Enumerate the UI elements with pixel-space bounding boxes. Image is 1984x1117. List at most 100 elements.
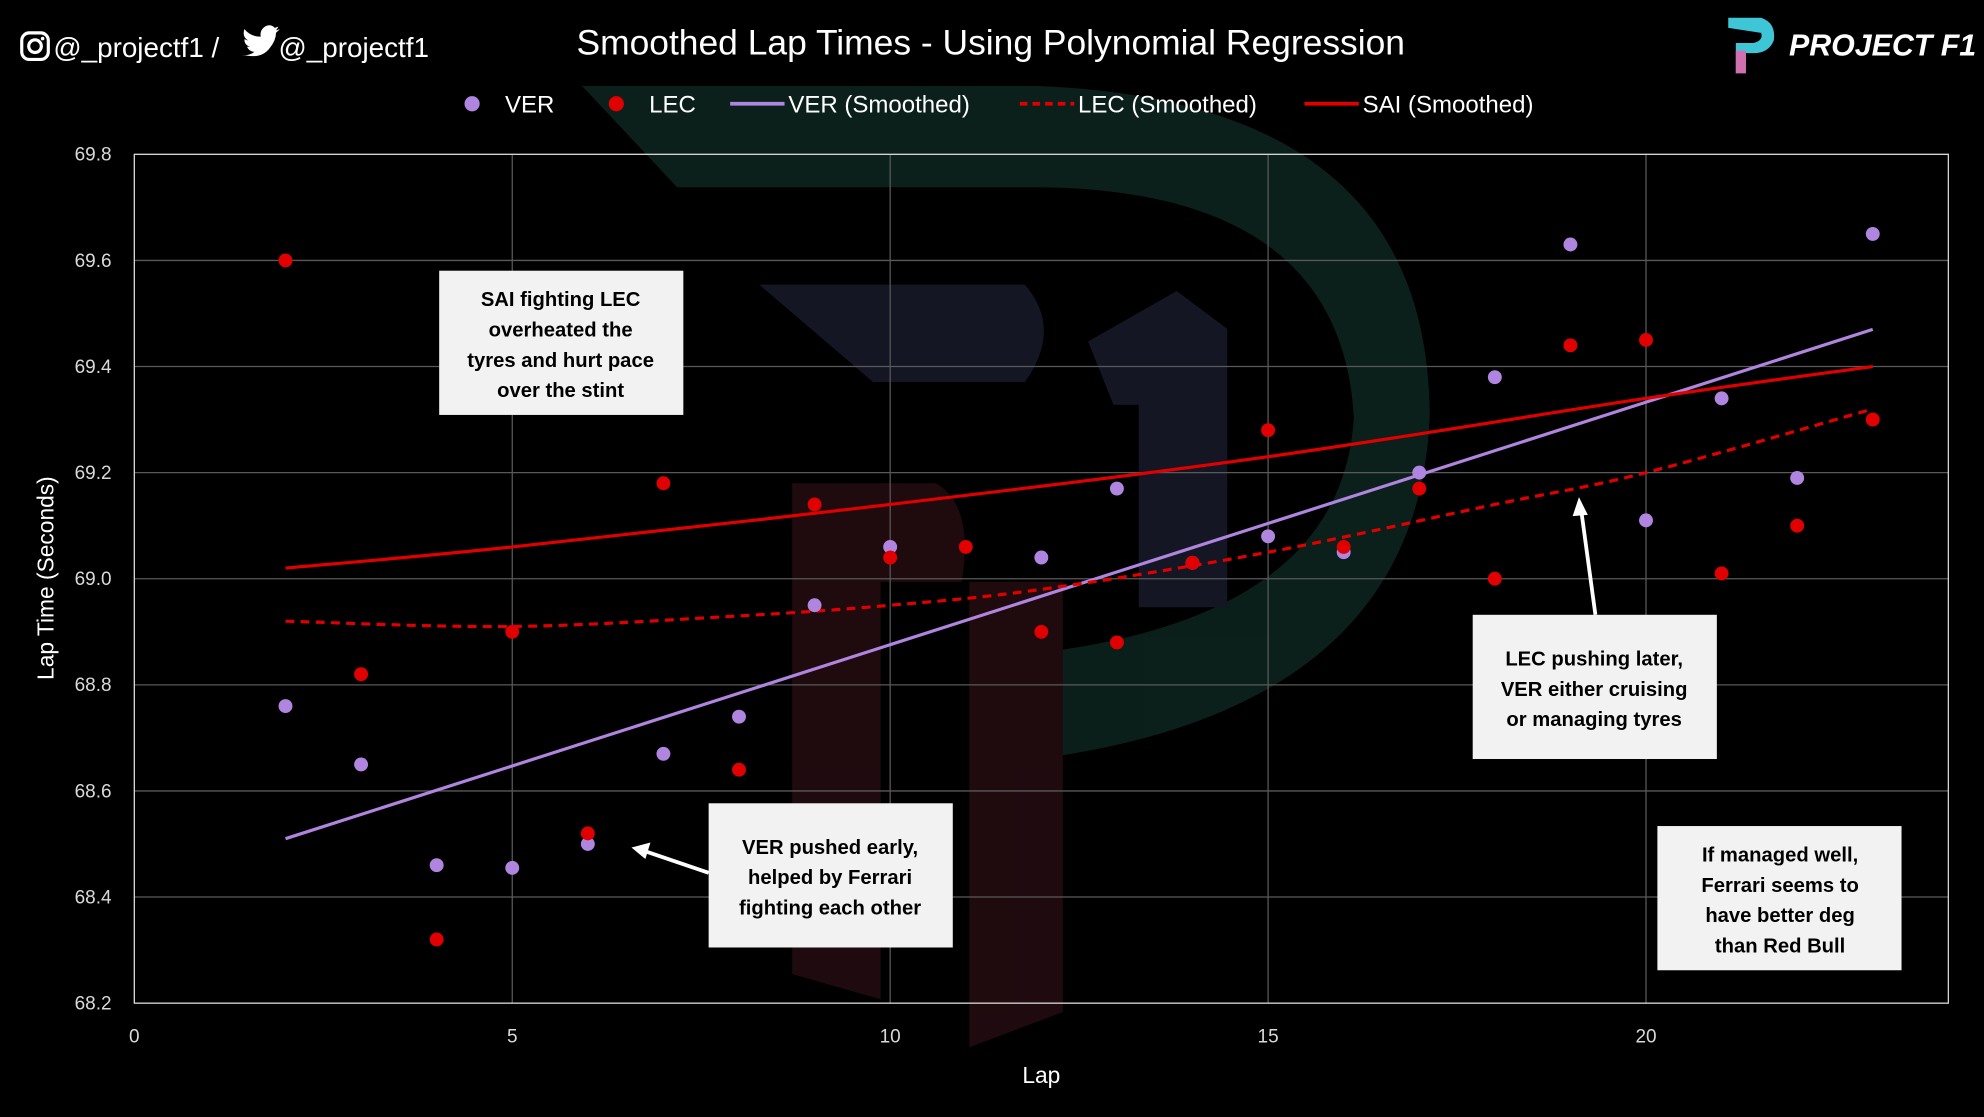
legend-label-ver: VER [505,92,554,119]
data-point-ver [354,757,369,772]
legend-marker-lec [608,96,624,112]
legend-label-lec-smoothed: LEC (Smoothed) [1078,92,1257,119]
annotation-line: tyres and hurt pace [467,350,654,372]
legend: VER LEC VER (Smoothed) LEC (Smoothed) SA… [464,92,1534,119]
data-point-lec [1412,481,1427,496]
data-point-ver [505,860,520,875]
annotation-lec: LEC pushing later, VER either cruising or … [1472,497,1717,760]
data-point-ver [883,539,898,554]
data-point-lec [354,667,369,682]
data-point-lec [958,539,973,554]
y-tick-label: 69.2 [75,463,112,484]
annotation-ver: VER pushed early, helped by Ferrari fighti… [631,803,953,948]
data-point-lec [429,932,444,947]
data-point-lec [1714,566,1729,581]
data-point-lec [1865,412,1880,427]
x-tick-label: 10 [880,1026,901,1047]
annotation-ferrari: If managed well, Ferrari seems to have bet… [1657,826,1902,971]
data-point-ver [429,858,444,873]
annotation-line: than Red Bull [1715,936,1845,958]
social-handle: @_projectf1 / [53,32,219,63]
twitter-icon [241,25,280,57]
data-point-lec [807,497,822,512]
data-point-lec [278,253,293,268]
annotation-line: or managing tyres [1506,709,1681,731]
x-tick-label: 5 [507,1026,518,1047]
annotation-line: over the stint [497,380,624,402]
annotation-line: VER pushed early, [742,837,918,859]
annotation-line: fighting each other [739,898,921,920]
legend-label-ver-smoothed: VER (Smoothed) [788,92,970,119]
data-point-lec [732,762,746,777]
data-point-ver [1261,529,1276,544]
data-point-lec [1034,624,1049,639]
data-point-ver [1487,370,1502,385]
data-point-lec [580,826,595,841]
annotation-line: If managed well, [1702,844,1858,866]
data-point-ver [1563,237,1578,252]
x-tick-label: 0 [129,1026,140,1047]
y-tick-label: 68.4 [75,887,112,908]
data-point-lec [1487,571,1502,586]
svg-text:If managed well,Ferrari seems: If managed well, Ferrari seems to have bet… [1701,844,1858,957]
data-point-ver [1109,481,1124,496]
arrow-icon [1579,512,1598,616]
data-point-ver [732,709,746,724]
data-point-ver [1790,470,1805,485]
data-point-ver [278,699,293,714]
x-tick-label: 15 [1258,1026,1279,1047]
y-tick-label: 69.8 [75,145,112,166]
chart-title: Smoothed Lap Times - Using Polynomial Re… [576,22,1405,62]
data-point-lec [1336,539,1351,554]
data-point-ver [1714,391,1729,406]
data-point-ver [1412,465,1427,480]
legend-label-lec: LEC [649,92,696,119]
series-line-sai-smoothed [285,364,1873,570]
annotation-line: SAI fighting LEC [481,289,641,311]
data-point-lec [1109,635,1124,650]
x-axis-label: Lap [1022,1062,1060,1088]
x-tick-label: 20 [1635,1026,1656,1047]
y-tick-label: 69.0 [75,569,112,590]
data-point-ver [807,598,822,613]
arrow-icon [644,849,710,875]
data-point-ver [1034,550,1049,565]
annotation-line: VER either cruising [1501,679,1688,701]
data-point-lec [1563,338,1578,353]
y-tick-label: 68.2 [75,993,112,1014]
arrowhead-icon [631,842,651,859]
annotation-line: helped by Ferrari [748,867,912,889]
arrowhead-icon [1572,497,1588,517]
annotation-line: LEC pushing later, [1505,648,1683,670]
data-point-lec [1639,333,1653,347]
instagram-icon [20,31,50,62]
social-handle-twitter: @_projectf1 [279,32,429,63]
annotation-line: Ferrari seems to [1701,875,1858,897]
project-f1-logo [1728,17,1775,74]
plot-area [133,153,1949,1004]
data-point-lec [505,624,520,639]
data-point-lec [1261,423,1276,438]
legend-marker-ver [464,96,480,112]
brand-name: PROJECT F1 [1789,30,1976,63]
annotation-line: have better deg [1705,905,1855,927]
data-point-lec [883,550,898,565]
legend-label-sai-smoothed: SAI (Smoothed) [1363,92,1534,119]
y-tick-label: 68.8 [75,675,112,696]
data-point-ver [580,837,595,851]
y-axis-label: Lap Time (Seconds) [32,476,58,680]
data-point-lec [1185,555,1200,570]
y-tick-label: 69.6 [75,251,112,272]
annotation-line: overheated the [489,319,633,341]
data-point-ver [1865,226,1880,241]
data-point-lec [1790,518,1805,533]
data-point-lec [656,476,671,491]
y-tick-label: 69.4 [75,357,112,378]
svg-text:VER pushed early,helped by Fer: VER pushed early, helped by Ferrari fighti… [739,837,921,920]
svg-text:LEC pushing later,VER either c: LEC pushing later, VER either cruising or … [1501,648,1688,731]
data-point-ver [656,746,671,761]
y-tick-label: 68.6 [75,781,112,802]
series-line-lec-smoothed [285,407,1874,629]
annotation-sai: SAI fighting LEC overheated the tyres and … [439,270,684,415]
